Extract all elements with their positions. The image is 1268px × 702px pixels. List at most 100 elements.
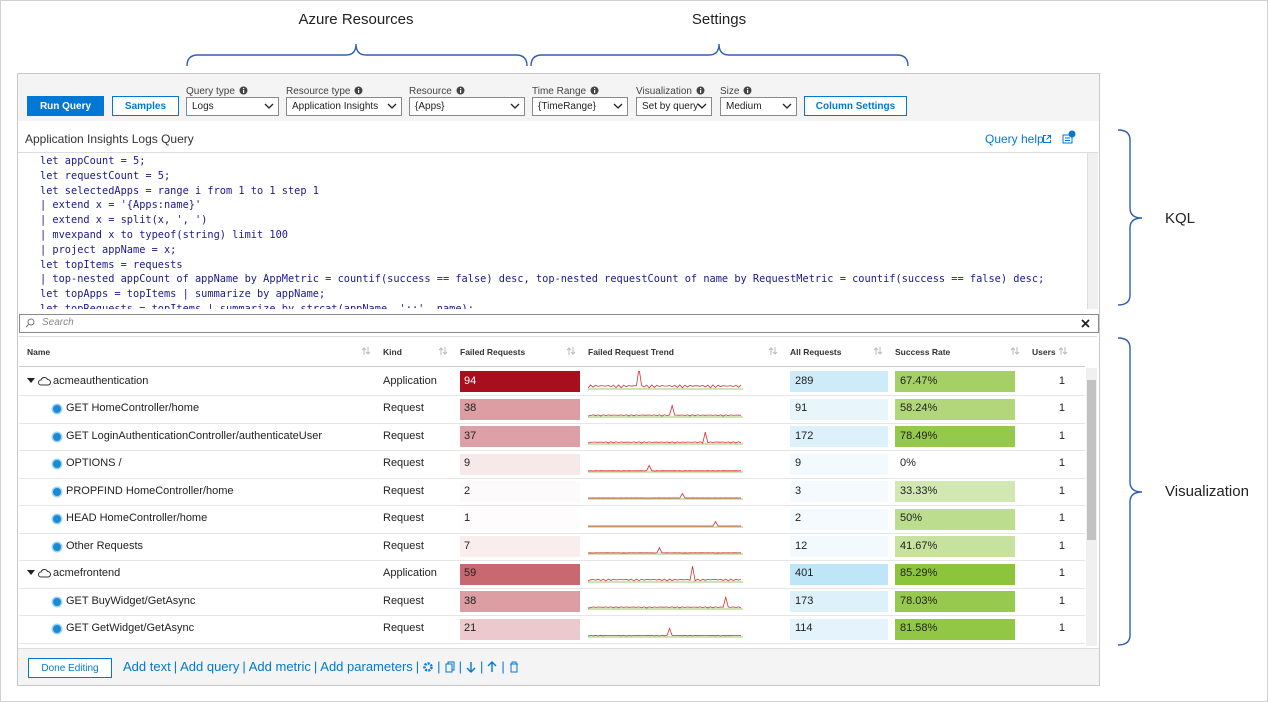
footer-icon[interactable] <box>508 661 520 673</box>
failed-heat-cell <box>460 619 580 640</box>
success-rate: 58.24% <box>900 402 937 414</box>
row-kind: Application <box>383 375 437 387</box>
request-icon <box>51 458 63 470</box>
sort-icon <box>1010 346 1020 356</box>
sparkline <box>588 536 744 556</box>
success-rate: 85.29% <box>900 567 937 579</box>
feedback-icon[interactable] <box>1062 130 1076 144</box>
parameter-dropdown[interactable]: {Apps} <box>409 97 525 116</box>
parameter-dropdown[interactable]: Application Insights <box>286 97 402 116</box>
parameter-label: Visualization <box>636 86 705 97</box>
row-name: HEAD HomeController/home <box>66 512 207 524</box>
separator: | <box>501 659 504 674</box>
column-header[interactable]: Kind <box>383 347 402 357</box>
footer-icon[interactable] <box>486 661 498 673</box>
info-icon[interactable] <box>239 86 248 95</box>
all-requests: 91 <box>795 402 807 414</box>
run-query-button[interactable]: Run Query <box>27 96 104 116</box>
column-header[interactable]: All Requests <box>790 347 842 357</box>
request-icon <box>51 403 63 415</box>
scrollbar-thumb[interactable] <box>1087 380 1096 540</box>
search-icon <box>25 318 35 328</box>
header-rule <box>19 336 1097 337</box>
users: 1 <box>1045 540 1065 552</box>
request-icon <box>51 623 63 635</box>
all-heat-cell <box>790 481 888 502</box>
expand-icon[interactable] <box>27 377 35 385</box>
query-help-link[interactable]: Query help <box>985 132 1044 146</box>
footer-link[interactable]: Add query <box>180 659 239 674</box>
failed-requests: 59 <box>464 567 476 579</box>
all-requests: 172 <box>795 430 813 442</box>
editor-scrollbar <box>1087 153 1098 309</box>
all-requests: 12 <box>795 540 807 552</box>
failed-requests: 1 <box>464 512 470 524</box>
row-name: Other Requests <box>66 540 143 552</box>
footer-icon[interactable] <box>422 661 434 673</box>
info-icon[interactable] <box>743 86 752 95</box>
row-rule <box>19 366 1085 367</box>
chevron <box>264 102 274 110</box>
brace <box>1118 338 1142 645</box>
code-line: let selectedApps = range i from 1 to 1 s… <box>40 185 319 197</box>
all-heat-cell <box>790 509 888 530</box>
row-name[interactable]: acmeauthentication <box>53 375 148 387</box>
all-requests: 2 <box>795 512 801 524</box>
column-header[interactable]: Success Rate <box>895 347 950 357</box>
column-header[interactable]: Failed Requests <box>460 347 525 357</box>
clear-search-icon[interactable] <box>1081 319 1090 328</box>
row-name: GET GetWidget/GetAsync <box>66 622 194 634</box>
info-icon[interactable] <box>354 86 363 95</box>
info-icon[interactable] <box>456 86 465 95</box>
footer-link[interactable]: Add metric <box>249 659 311 674</box>
sparkline <box>588 371 744 391</box>
code-editor[interactable]: let appCount = 5;let requestCount = 5;le… <box>18 152 1098 309</box>
search-box[interactable] <box>19 314 1099 333</box>
row-rule <box>19 395 1085 396</box>
expand-icon[interactable] <box>27 569 35 577</box>
sparkline <box>588 481 744 501</box>
failed-heat-cell <box>460 591 580 612</box>
sort-icon <box>768 346 778 356</box>
editor-title: Application Insights Logs Query <box>25 132 194 146</box>
search-placeholder: Search <box>42 317 74 328</box>
info-icon[interactable] <box>590 86 599 95</box>
sparkline <box>588 426 744 446</box>
annotation: Visualization <box>1165 483 1249 500</box>
column-settings-button[interactable]: Column Settings <box>804 96 907 116</box>
footer-icon[interactable] <box>444 661 456 673</box>
code-line: | top-nested appCount of appName by AppM… <box>40 273 1044 285</box>
row-name[interactable]: acmefrontend <box>53 567 120 579</box>
row-rule <box>19 643 1085 644</box>
failed-requests: 37 <box>464 430 476 442</box>
footer-link[interactable]: Add text <box>123 659 171 674</box>
column-header[interactable]: Users <box>1032 347 1056 357</box>
chevron <box>613 102 623 110</box>
samples-button[interactable]: Samples <box>112 96 179 116</box>
request-icon <box>51 513 63 525</box>
code-line: let appCount = 5; <box>40 155 145 167</box>
failed-heat-cell <box>460 426 580 447</box>
chevron <box>697 102 707 110</box>
footer-icon[interactable] <box>465 661 477 673</box>
success-rate: 50% <box>900 512 922 524</box>
code-line: | extend x = split(x, ', ') <box>40 214 207 226</box>
sparkline <box>588 509 744 529</box>
done-editing-button[interactable]: Done Editing <box>28 658 112 678</box>
all-requests: 173 <box>795 595 813 607</box>
all-requests: 3 <box>795 485 801 497</box>
request-icon <box>51 541 63 553</box>
column-header[interactable]: Failed Request Trend <box>588 347 674 357</box>
row-name: OPTIONS / <box>66 457 122 469</box>
failed-heat-cell <box>460 481 580 502</box>
row-rule <box>19 450 1085 451</box>
column-header[interactable]: Name <box>27 347 50 357</box>
all-requests: 114 <box>795 622 813 634</box>
failed-requests: 38 <box>464 402 476 414</box>
all-requests: 9 <box>795 457 801 469</box>
info-icon[interactable] <box>696 86 705 95</box>
footer-link[interactable]: Add parameters <box>320 659 413 674</box>
all-requests: 401 <box>795 567 813 579</box>
row-rule <box>19 615 1085 616</box>
